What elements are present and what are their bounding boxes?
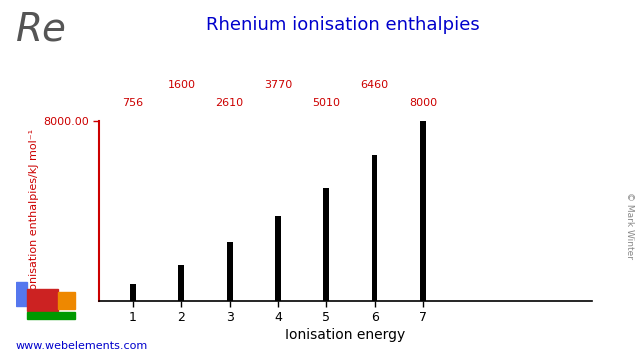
Bar xyxy=(16,282,27,306)
Bar xyxy=(27,289,58,311)
Bar xyxy=(130,284,136,301)
Text: Rhenium ionisation enthalpies: Rhenium ionisation enthalpies xyxy=(205,16,479,34)
Text: 3770: 3770 xyxy=(264,80,292,90)
Text: 8000: 8000 xyxy=(409,98,437,108)
Text: 1600: 1600 xyxy=(167,80,195,90)
Text: 2610: 2610 xyxy=(216,98,244,108)
Text: © Mark Winter: © Mark Winter xyxy=(625,192,634,259)
Bar xyxy=(323,188,329,301)
Bar xyxy=(58,292,75,309)
Text: 756: 756 xyxy=(122,98,143,108)
Text: www.webelements.com: www.webelements.com xyxy=(16,341,148,351)
Bar xyxy=(372,155,378,301)
Bar xyxy=(27,312,75,319)
Bar xyxy=(227,242,232,301)
Y-axis label: Ionisation enthalpies/kJ mol⁻¹: Ionisation enthalpies/kJ mol⁻¹ xyxy=(29,129,39,293)
Text: 5010: 5010 xyxy=(312,98,340,108)
Bar xyxy=(420,121,426,301)
Bar xyxy=(275,216,281,301)
Text: 6460: 6460 xyxy=(360,80,388,90)
Text: Re: Re xyxy=(16,11,67,49)
X-axis label: Ionisation energy: Ionisation energy xyxy=(285,328,406,342)
Bar xyxy=(179,265,184,301)
